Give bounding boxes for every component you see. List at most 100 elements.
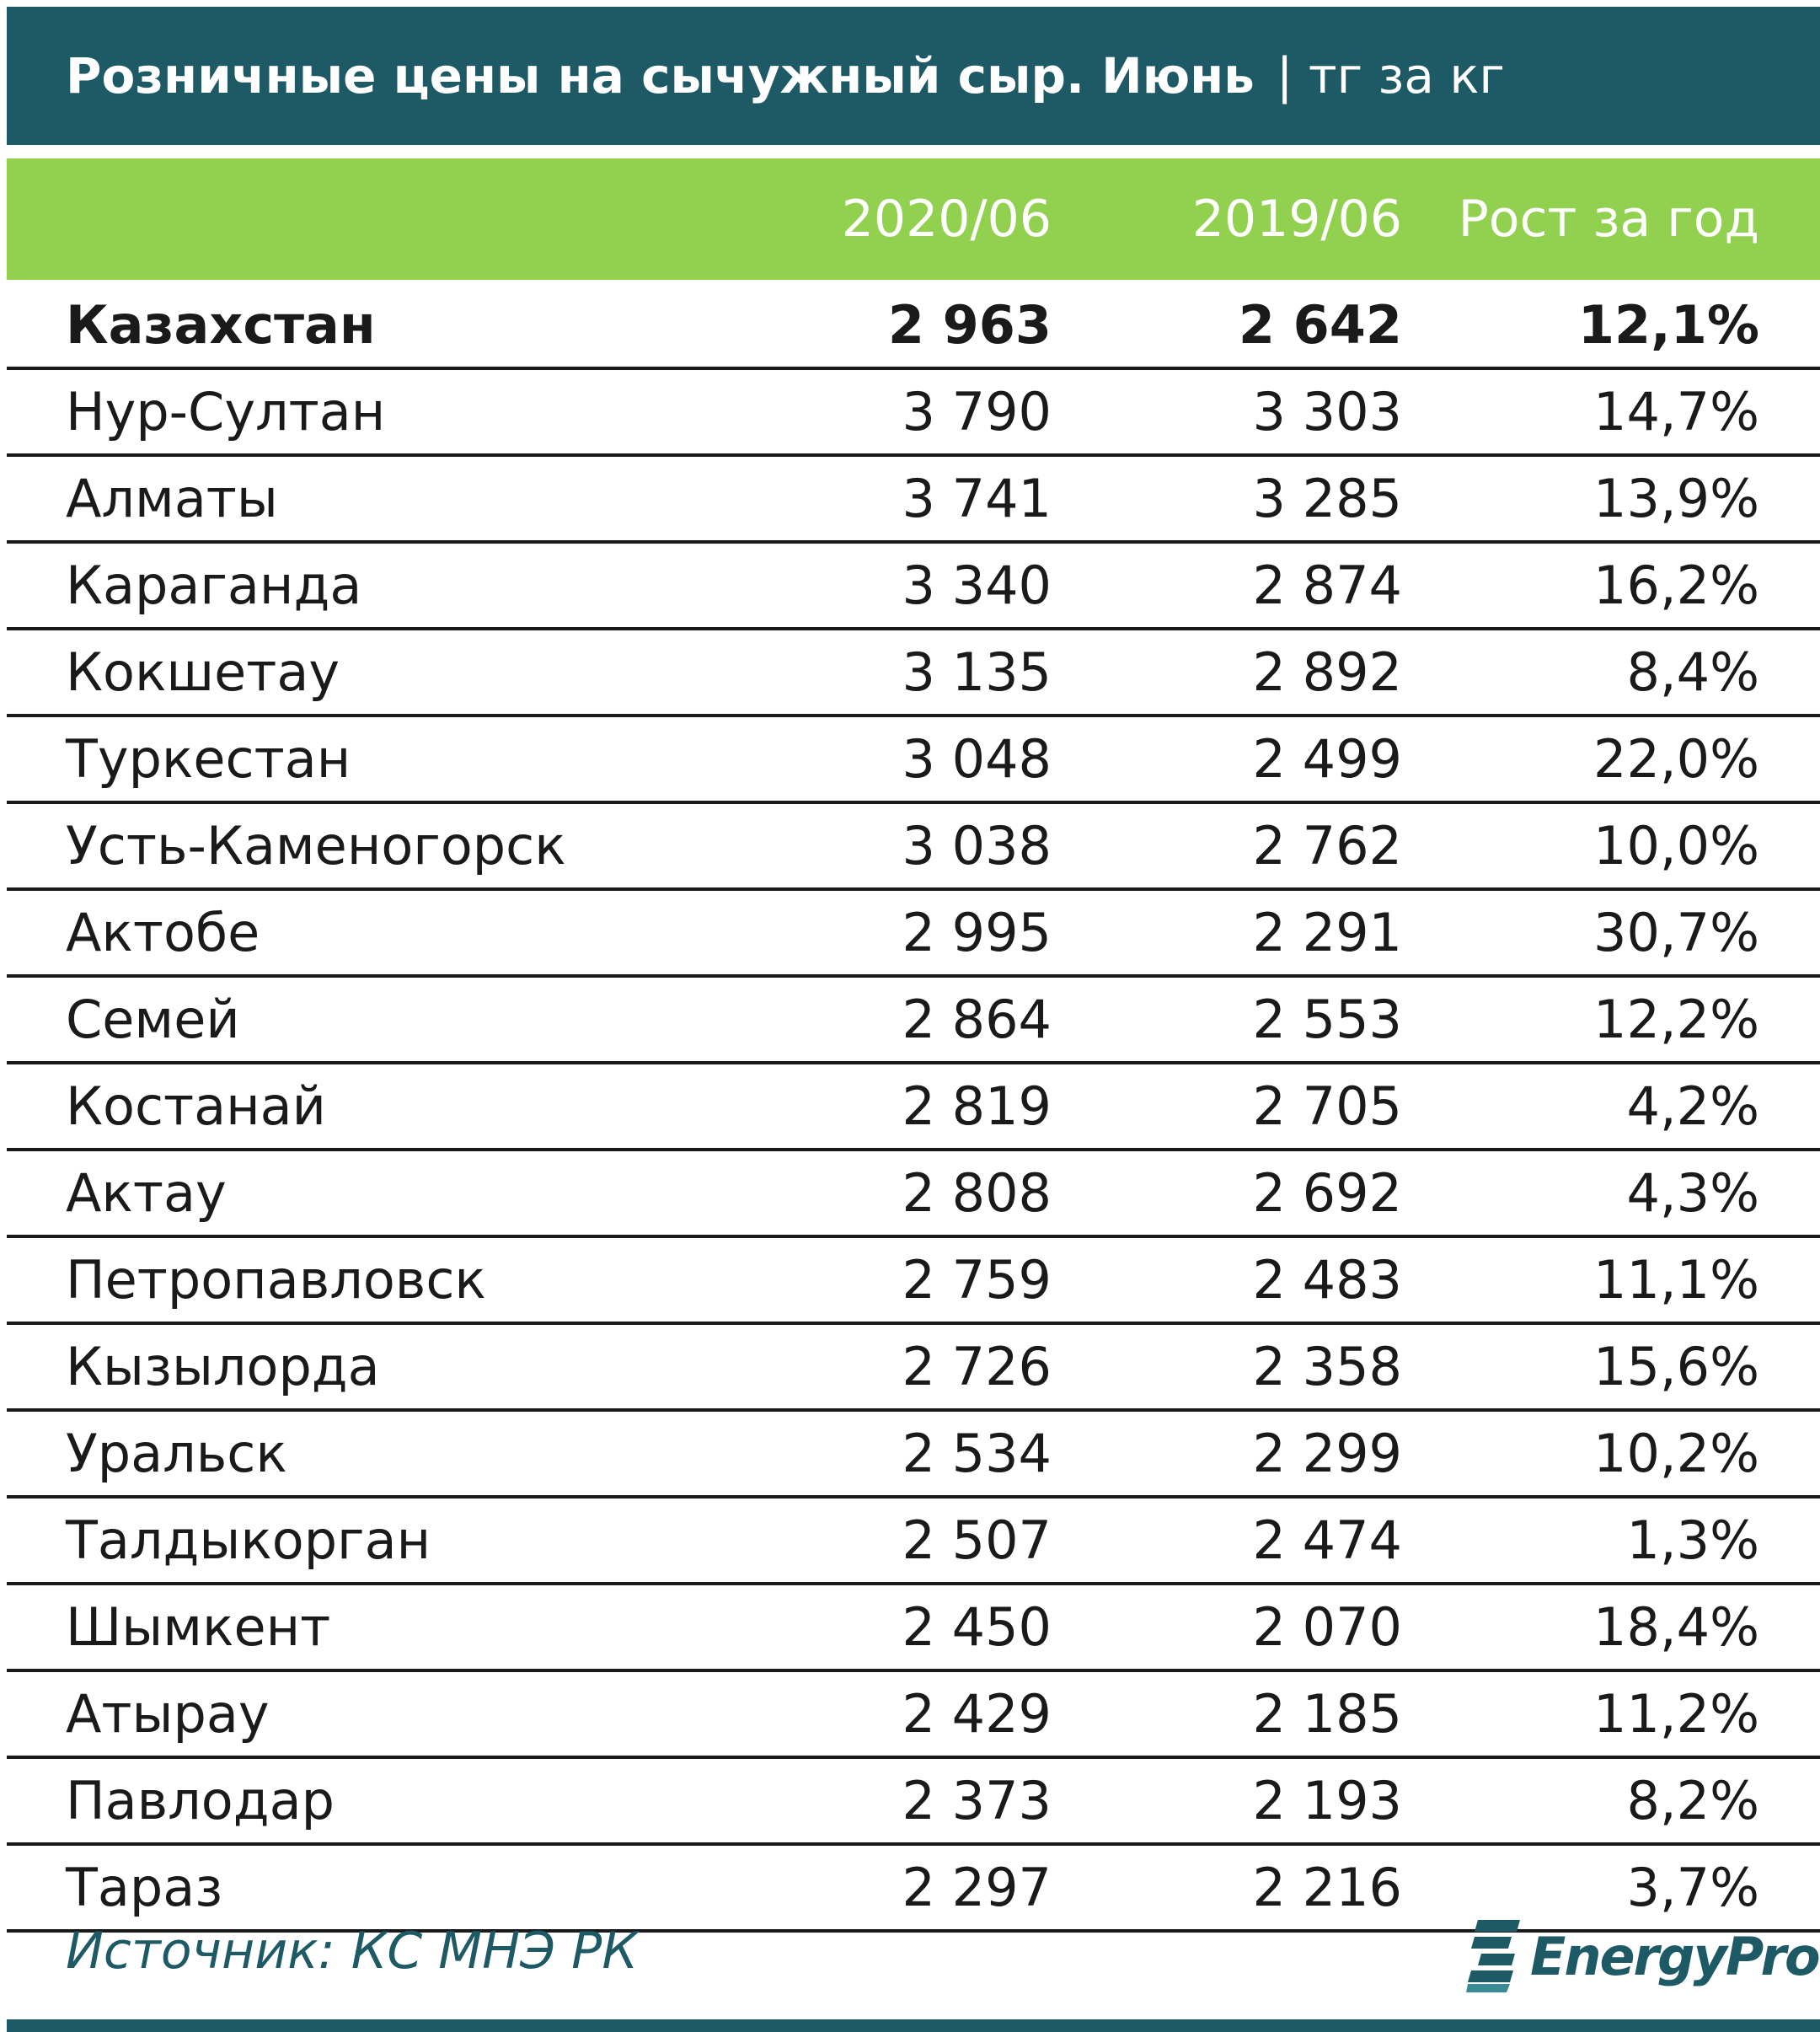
table-row: Караганда 3 340 2 874 16,2% xyxy=(7,544,1820,630)
row-growth: 12,1% xyxy=(1577,294,1759,356)
row-name: Актау xyxy=(66,1162,227,1224)
row-value-2020: 2 819 xyxy=(902,1075,1052,1137)
row-growth: 8,2% xyxy=(1626,1770,1759,1831)
row-name: Петропавловск xyxy=(66,1249,486,1311)
table-row: Петропавловск 2 759 2 483 11,1% xyxy=(7,1238,1820,1325)
table-row: Шымкент 2 450 2 070 18,4% xyxy=(7,1585,1820,1672)
table-row: Туркестан 3 048 2 499 22,0% xyxy=(7,717,1820,804)
row-value-2020: 2 297 xyxy=(902,1857,1052,1918)
table-row: Павлодар 2 373 2 193 8,2% xyxy=(7,1759,1820,1846)
row-value-2020: 2 450 xyxy=(902,1596,1052,1658)
row-growth: 3,7% xyxy=(1626,1857,1759,1918)
row-growth: 11,1% xyxy=(1593,1249,1759,1311)
row-value-2019: 2 692 xyxy=(1252,1162,1403,1224)
source-note: Источник: КС МНЭ РК xyxy=(66,1922,638,1981)
row-growth: 14,7% xyxy=(1593,381,1759,442)
table-row: Кызылорда 2 726 2 358 15,6% xyxy=(7,1325,1820,1412)
row-name: Актобе xyxy=(66,902,260,963)
row-growth: 18,4% xyxy=(1593,1596,1759,1658)
row-value-2020: 3 038 xyxy=(902,815,1052,877)
row-name: Кокшетау xyxy=(66,641,340,703)
table-row: Уральск 2 534 2 299 10,2% xyxy=(7,1412,1820,1499)
table-row: Костанай 2 819 2 705 4,2% xyxy=(7,1064,1820,1151)
row-value-2020: 2 995 xyxy=(902,902,1052,963)
energyprom-logo: EnergyProm xyxy=(1466,1918,1820,1994)
row-name: Шымкент xyxy=(66,1596,331,1658)
title-text: Розничные цены на сычужный сыр. Июнь xyxy=(66,47,1255,105)
table-row: Семей 2 864 2 553 12,2% xyxy=(7,978,1820,1064)
row-value-2019: 2 642 xyxy=(1238,294,1402,356)
logo-wordmark: EnergyProm xyxy=(1530,1925,1820,1987)
row-growth: 15,6% xyxy=(1593,1336,1759,1397)
row-value-2019: 2 762 xyxy=(1252,815,1403,877)
row-value-2020: 2 759 xyxy=(902,1249,1052,1311)
header-2020: 2020/06 xyxy=(841,190,1052,249)
row-value-2019: 2 705 xyxy=(1252,1075,1403,1137)
table-row: Актау 2 808 2 692 4,3% xyxy=(7,1151,1820,1238)
bottom-bar xyxy=(7,2019,1820,2032)
row-value-2019: 3 285 xyxy=(1252,468,1403,529)
row-name: Костанай xyxy=(66,1075,326,1137)
table-row: Талдыкорган 2 507 2 474 1,3% xyxy=(7,1499,1820,1585)
row-value-2019: 2 874 xyxy=(1252,555,1403,616)
row-value-2019: 3 303 xyxy=(1252,381,1403,442)
row-growth: 16,2% xyxy=(1593,555,1759,616)
row-value-2019: 2 193 xyxy=(1252,1770,1403,1831)
row-name: Павлодар xyxy=(66,1770,335,1831)
row-value-2020: 2 864 xyxy=(902,989,1052,1050)
row-value-2020: 2 507 xyxy=(902,1509,1052,1571)
table-title: Розничные цены на сычужный сыр. Июнь | т… xyxy=(7,7,1820,145)
header-2019: 2019/06 xyxy=(1191,190,1402,249)
row-name: Кызылорда xyxy=(66,1336,380,1397)
row-growth: 4,3% xyxy=(1626,1162,1759,1224)
row-value-2019: 2 483 xyxy=(1252,1249,1403,1311)
row-value-2019: 2 070 xyxy=(1252,1596,1403,1658)
table-body: Казахстан 2 963 2 642 12,1% Нур-Султан 3 790 3… xyxy=(7,283,1820,1933)
row-value-2019: 2 216 xyxy=(1252,1857,1403,1918)
row-name: Уральск xyxy=(66,1423,287,1484)
row-value-2020: 2 726 xyxy=(902,1336,1052,1397)
row-value-2020: 3 790 xyxy=(902,381,1052,442)
table-row: Тараз 2 297 2 216 3,7% xyxy=(7,1846,1820,1933)
row-value-2019: 2 553 xyxy=(1252,989,1403,1050)
table-row: Алматы 3 741 3 285 13,9% xyxy=(7,457,1820,544)
row-value-2020: 2 963 xyxy=(887,294,1052,356)
table-row: Актобе 2 995 2 291 30,7% xyxy=(7,891,1820,978)
row-name: Атырау xyxy=(66,1683,270,1745)
row-value-2019: 2 299 xyxy=(1252,1423,1403,1484)
row-growth: 12,2% xyxy=(1593,989,1759,1050)
row-value-2019: 2 291 xyxy=(1252,902,1403,963)
row-value-2019: 2 358 xyxy=(1252,1336,1403,1397)
energyprom-logo-icon xyxy=(1466,1920,1520,1992)
row-name: Караганда xyxy=(66,555,362,616)
table-header-row: 2020/06 2019/06 Рост за год xyxy=(7,158,1820,280)
row-name: Нур-Султан xyxy=(66,381,386,442)
row-value-2019: 2 892 xyxy=(1252,641,1403,703)
row-name: Тараз xyxy=(66,1857,223,1918)
row-growth: 10,0% xyxy=(1593,815,1759,877)
row-value-2020: 3 340 xyxy=(902,555,1052,616)
table-row: Усть-Каменогорск 3 038 2 762 10,0% xyxy=(7,804,1820,891)
row-value-2020: 3 135 xyxy=(902,641,1052,703)
row-name: Усть-Каменогорск xyxy=(66,815,566,877)
row-growth: 4,2% xyxy=(1626,1075,1759,1137)
row-value-2020: 2 808 xyxy=(902,1162,1052,1224)
row-growth: 13,9% xyxy=(1593,468,1759,529)
row-value-2020: 2 534 xyxy=(902,1423,1052,1484)
table-row: Нур-Султан 3 790 3 303 14,7% xyxy=(7,370,1820,457)
row-value-2019: 2 185 xyxy=(1252,1683,1403,1745)
table-row-total: Казахстан 2 963 2 642 12,1% xyxy=(7,283,1820,370)
row-growth: 1,3% xyxy=(1626,1509,1759,1571)
row-growth: 22,0% xyxy=(1593,728,1759,790)
row-growth: 30,7% xyxy=(1593,902,1759,963)
row-value-2020: 2 429 xyxy=(902,1683,1052,1745)
title-unit: | тг за кг xyxy=(1276,47,1505,105)
row-name: Алматы xyxy=(66,468,278,529)
row-value-2020: 2 373 xyxy=(902,1770,1052,1831)
row-name: Казахстан xyxy=(66,294,376,356)
row-growth: 10,2% xyxy=(1593,1423,1759,1484)
row-name: Семей xyxy=(66,989,240,1050)
row-value-2019: 2 474 xyxy=(1252,1509,1403,1571)
row-value-2020: 3 741 xyxy=(902,468,1052,529)
table-row: Кокшетау 3 135 2 892 8,4% xyxy=(7,630,1820,717)
